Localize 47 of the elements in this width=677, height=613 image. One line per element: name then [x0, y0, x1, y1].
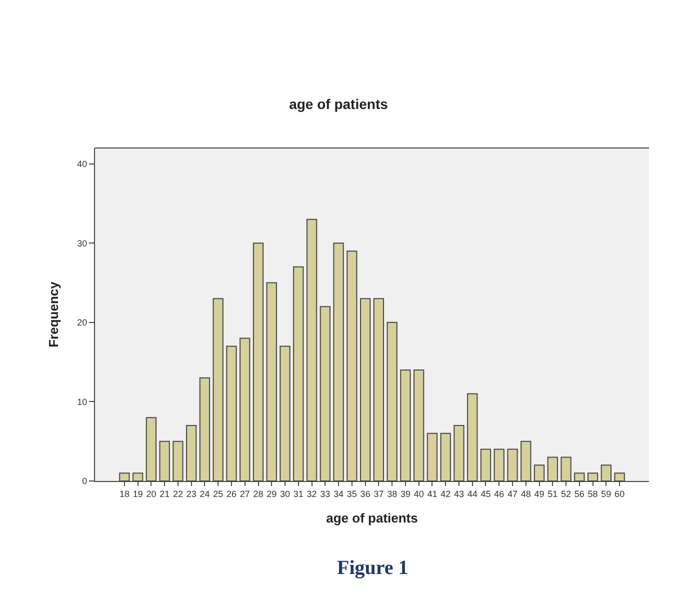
- x-tick-label: 27: [240, 488, 250, 499]
- x-axis-title: age of patients: [326, 510, 418, 526]
- y-tick-label: 40: [77, 159, 88, 170]
- x-tick-label: 36: [360, 488, 370, 499]
- x-tick-label: 44: [467, 488, 478, 499]
- x-tick-label: 56: [574, 488, 584, 499]
- x-tick-label: 31: [293, 488, 304, 499]
- x-tick-label: 22: [172, 488, 183, 499]
- x-tick-label: 51: [548, 488, 558, 499]
- x-tick-label: 29: [266, 488, 277, 499]
- x-tick-label: 58: [588, 488, 598, 499]
- x-tick-label: 43: [454, 488, 464, 499]
- x-tick-label: 33: [320, 488, 330, 499]
- x-tick-label: 38: [387, 488, 398, 499]
- x-tick-label: 47: [508, 488, 518, 499]
- y-axis-title: Frequency: [46, 280, 62, 348]
- x-tick-label: 21: [160, 488, 170, 499]
- x-tick-label: 42: [440, 488, 451, 499]
- x-tick-label: 32: [306, 488, 317, 499]
- x-tick-label: 39: [400, 488, 410, 499]
- y-tick-label: 10: [77, 396, 88, 407]
- x-tick-label: 59: [601, 488, 612, 499]
- x-tick-label: 46: [494, 488, 504, 499]
- x-tick-label: 37: [374, 488, 384, 499]
- x-tick-label: 25: [213, 488, 224, 499]
- x-tick-label: 48: [520, 488, 531, 499]
- caption: Figure 1: [337, 557, 408, 579]
- x-tick-label: 18: [119, 488, 130, 499]
- x-tick-label: 19: [132, 488, 143, 499]
- x-tick-label: 60: [614, 488, 625, 499]
- x-tick-label: 34: [334, 488, 344, 499]
- x-tick-label: 23: [186, 488, 196, 499]
- x-tick-label: 35: [346, 488, 357, 499]
- x-tick-label: 30: [280, 488, 290, 499]
- x-tick-label: 52: [561, 488, 572, 499]
- x-tick-label: 28: [253, 488, 264, 499]
- x-tick-label: 26: [226, 488, 236, 499]
- x-tick-label: 49: [534, 488, 544, 499]
- y-tick-label: 30: [77, 238, 88, 248]
- y-tick-label: 20: [77, 318, 88, 328]
- y-tick-label: 0: [82, 476, 88, 486]
- x-tick-label: 45: [480, 488, 491, 499]
- x-tick-label: 40: [414, 488, 424, 499]
- x-tick-label: 20: [146, 488, 156, 499]
- x-tick-label: 41: [427, 488, 438, 499]
- chart-title: age of patients: [289, 96, 388, 112]
- x-tick-label: 24: [200, 488, 210, 499]
